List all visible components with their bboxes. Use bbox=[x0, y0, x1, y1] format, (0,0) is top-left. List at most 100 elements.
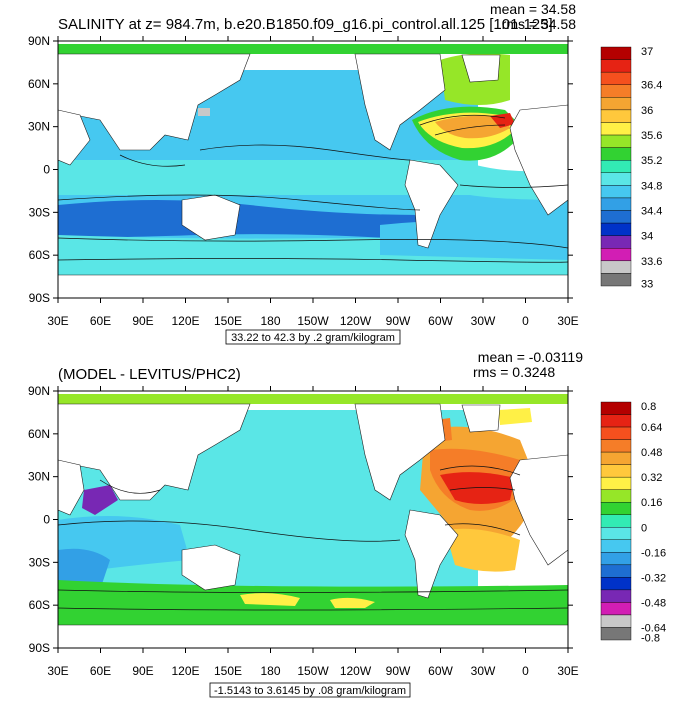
south-america-landmass bbox=[404, 509, 459, 599]
y-tick-label: 90S bbox=[29, 641, 50, 655]
y-tick-label: 60N bbox=[28, 77, 50, 91]
y-tick-label: 30N bbox=[28, 470, 50, 484]
colorbar-swatch bbox=[600, 451, 632, 465]
x-tick-label: 90E bbox=[132, 314, 153, 328]
range-label-box: 33.22 to 42.3 by .2 gram/kilogram bbox=[225, 329, 401, 345]
arctic-strip bbox=[58, 394, 568, 404]
y-tick-label: 30S bbox=[29, 555, 50, 569]
x-tick-label: 60E bbox=[90, 314, 111, 328]
antarctica-landmass bbox=[58, 624, 568, 648]
colorbar-swatch bbox=[600, 502, 632, 515]
x-tick-label: 150W bbox=[297, 664, 329, 678]
africa-west-landmass bbox=[509, 104, 568, 216]
x-tick-label: 150E bbox=[214, 314, 242, 328]
colorbar-swatch bbox=[600, 614, 632, 628]
x-tick-label: 180 bbox=[260, 314, 280, 328]
colorbar-label: -0.64 bbox=[641, 622, 666, 634]
range-label-box: -1.5143 to 3.6145 by .08 gram/kilogram bbox=[209, 682, 411, 698]
x-tick-label: 60W bbox=[428, 314, 453, 328]
colorbar: 0.8 0.64 0.48 0.32 0.16 0 -0.16 -0.32 -0.48 -0.64… bbox=[600, 401, 666, 644]
rms-label: rms = 34.58 bbox=[502, 16, 577, 32]
colorbar-swatch bbox=[600, 71, 632, 85]
x-tick-label: 120W bbox=[340, 314, 372, 328]
colorbar-label: 0.48 bbox=[641, 447, 662, 459]
arctic-strip bbox=[58, 44, 568, 54]
x-tick-label: 150E bbox=[214, 664, 242, 678]
colorbar-swatch bbox=[600, 84, 632, 98]
mean-label: mean = 34.58 bbox=[490, 1, 576, 17]
colorbar-swatch bbox=[600, 260, 632, 274]
colorbar-label: 37 bbox=[641, 46, 653, 58]
map-field bbox=[58, 41, 568, 298]
y-axis: 90N 60N 30N 0 30S 60S 90S bbox=[28, 34, 573, 305]
colorbar-label: 0.32 bbox=[641, 472, 662, 484]
x-tick-label: 30E bbox=[557, 314, 578, 328]
colorbar-label: 35.2 bbox=[641, 155, 662, 167]
colorbar-swatch bbox=[600, 539, 632, 553]
y-tick-label: 60S bbox=[29, 248, 50, 262]
x-tick-label: 60E bbox=[90, 664, 111, 678]
colorbar-swatch bbox=[600, 627, 632, 641]
colorbar-swatch bbox=[600, 46, 632, 60]
colorbar-swatch bbox=[600, 552, 632, 566]
colorbar-swatch bbox=[600, 426, 632, 440]
x-tick-label: 30W bbox=[471, 314, 496, 328]
colorbar-swatch bbox=[600, 122, 632, 136]
x-tick-label: 30E bbox=[557, 664, 578, 678]
colorbar-label: 34.8 bbox=[641, 180, 662, 192]
greenland-landmass bbox=[461, 404, 501, 433]
colorbar-swatch bbox=[600, 439, 632, 453]
y-tick-label: 90N bbox=[28, 34, 50, 48]
colorbar-swatch bbox=[600, 514, 632, 528]
chart-title: SALINITY at z= 984.7m, b.e20.B1850.f09_g… bbox=[58, 16, 553, 33]
salinity-panel: SALINITY at z= 984.7m, b.e20.B1850.f09_g… bbox=[0, 0, 700, 350]
antarctica-landmass bbox=[58, 274, 568, 298]
colorbar-swatch bbox=[600, 401, 632, 415]
y-tick-label: 30N bbox=[28, 120, 50, 134]
x-tick-label: 120W bbox=[340, 664, 372, 678]
colorbar: 37 36.4 36 35.6 35.2 34.8 34.4 34 33.6 33 bbox=[600, 46, 662, 290]
colorbar-swatch bbox=[600, 464, 632, 478]
range-label: 33.22 to 42.3 by .2 gram/kilogram bbox=[231, 332, 395, 344]
north-america-landmass bbox=[354, 403, 446, 501]
x-tick-label: 0 bbox=[522, 664, 529, 678]
colorbar-label: 34 bbox=[641, 231, 653, 243]
colorbar-swatch bbox=[600, 235, 632, 249]
colorbar-label: 0.16 bbox=[641, 497, 662, 509]
colorbar-label: 0 bbox=[641, 522, 647, 534]
colorbar-label: -0.48 bbox=[641, 597, 666, 609]
colorbar-swatch bbox=[600, 134, 632, 148]
y-tick-label: 90S bbox=[29, 291, 50, 305]
x-tick-label: 90W bbox=[386, 314, 411, 328]
colorbar-swatch bbox=[600, 210, 632, 224]
colorbar-label: 35.6 bbox=[641, 130, 662, 142]
colorbar-label: 34.4 bbox=[641, 206, 662, 218]
colorbar-swatch bbox=[600, 414, 632, 428]
colorbar-swatch bbox=[600, 602, 632, 616]
japan-sea-gray bbox=[198, 108, 210, 116]
colorbar-swatch bbox=[600, 147, 632, 161]
x-axis: 30E 60E 90E 120E 150E 180 150W 120W 90W 60W 30W 0 30… bbox=[47, 36, 579, 328]
y-tick-label: 0 bbox=[43, 513, 50, 527]
colorbar-swatch bbox=[600, 589, 632, 603]
colorbar-swatch bbox=[600, 185, 632, 199]
colorbar-swatch bbox=[600, 564, 632, 578]
y-axis: 90N 60N 30N 0 30S 60S 90S bbox=[28, 384, 573, 655]
x-tick-label: 150W bbox=[297, 314, 329, 328]
x-tick-label: 30E bbox=[47, 314, 68, 328]
y-tick-label: 90N bbox=[28, 384, 50, 398]
x-tick-label: 0 bbox=[522, 314, 529, 328]
map-field bbox=[58, 391, 568, 648]
colorbar-label: -0.32 bbox=[641, 572, 666, 584]
difference-map-chart: (MODEL - LEVITUS/PHC2) mean = -0.03119 r… bbox=[28, 349, 666, 698]
colorbar-swatch bbox=[600, 248, 632, 262]
atlantic-max-difference bbox=[440, 472, 515, 504]
colorbar-label: 33.6 bbox=[641, 256, 662, 268]
colorbar-swatch bbox=[600, 489, 632, 503]
south-america-landmass bbox=[404, 159, 459, 249]
colorbar-label: 36.4 bbox=[641, 80, 662, 92]
colorbar-swatch bbox=[600, 527, 632, 540]
africa-east-landmass bbox=[58, 459, 85, 516]
y-tick-label: 60S bbox=[29, 598, 50, 612]
australia-landmass bbox=[181, 544, 241, 591]
